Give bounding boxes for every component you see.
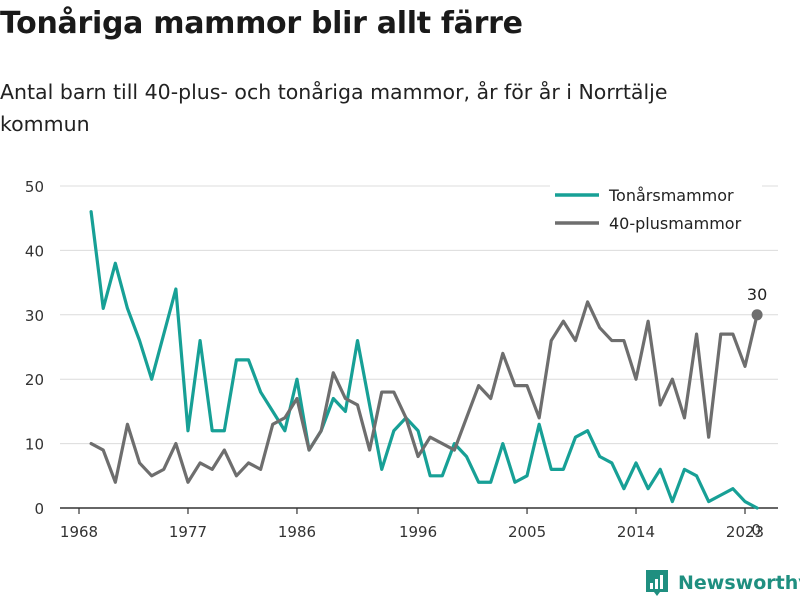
series-line-40-plusmammor (89, 300, 759, 484)
x-tick-label: 1977 (169, 523, 207, 541)
newsworthy-logo-icon (646, 570, 668, 596)
chart-title: Tonåriga mammor blir allt färre (0, 6, 523, 41)
x-tick-label: 2023 (726, 523, 764, 541)
legend-label: 40-plusmammor (609, 214, 742, 233)
end-label-40-plusmammor: 30 (747, 285, 767, 304)
x-tick-label: 2005 (508, 523, 546, 541)
end-label-ton-rsmammor: 0 (751, 521, 761, 539)
y-tick-label: 10 (25, 436, 44, 454)
y-tick-label: 20 (25, 371, 44, 389)
y-tick-label: 0 (34, 500, 44, 518)
x-tick-label: 1986 (278, 523, 316, 541)
brand-name: Newsworthy (678, 572, 800, 594)
end-marker-40-plusmammor (751, 309, 763, 321)
y-tick-label: 50 (25, 178, 44, 196)
x-tick-label: 1968 (60, 523, 98, 541)
legend-box (550, 178, 762, 240)
x-tick-label: 2014 (617, 523, 655, 541)
x-tick-label: 1996 (399, 523, 437, 541)
y-tick-label: 40 (25, 242, 44, 260)
chart-subtitle: Antal barn till 40-plus- och tonåriga ma… (0, 80, 668, 136)
series-line-ton-rsmammor (89, 210, 759, 510)
brand-logo: Newsworthy (644, 568, 800, 598)
legend-label: Tonårsmammor (608, 186, 734, 205)
y-tick-label: 30 (25, 307, 44, 325)
